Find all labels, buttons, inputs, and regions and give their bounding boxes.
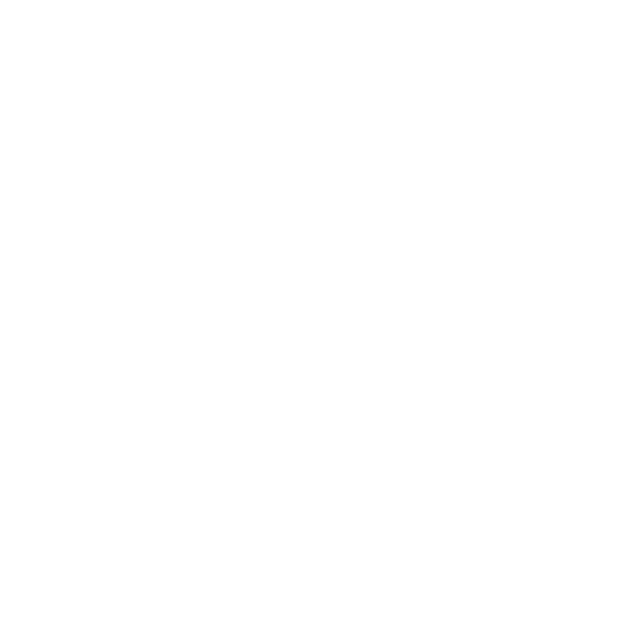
Text: of consumers use AR while shopping: of consumers use AR while shopping xyxy=(35,226,330,241)
Text: of consumers say they prefer
retailers with AR experiences: of consumers say they prefer retailers w… xyxy=(344,70,569,106)
Text: of consumers say they would pay
more for a product that they could
customize in : of consumers say they would pay more for… xyxy=(344,250,609,307)
Text: 40%: 40% xyxy=(344,163,470,215)
Text: 32%: 32% xyxy=(35,95,227,173)
Text: of AR use will be in retail by 2022: of AR use will be in retail by 2022 xyxy=(35,439,292,453)
Text: was spent worldwide on AR/VR in 2020: was spent worldwide on AR/VR in 2020 xyxy=(28,583,327,599)
Text: $18.8B: $18.8B xyxy=(28,477,236,528)
Text: $50B: $50B xyxy=(350,382,596,465)
Text: 5%: 5% xyxy=(35,344,120,392)
Text: is the estimated AR Market value by 2024: is the estimated AR Market value by 2024 xyxy=(350,554,631,569)
Text: 61%: 61% xyxy=(344,0,471,39)
